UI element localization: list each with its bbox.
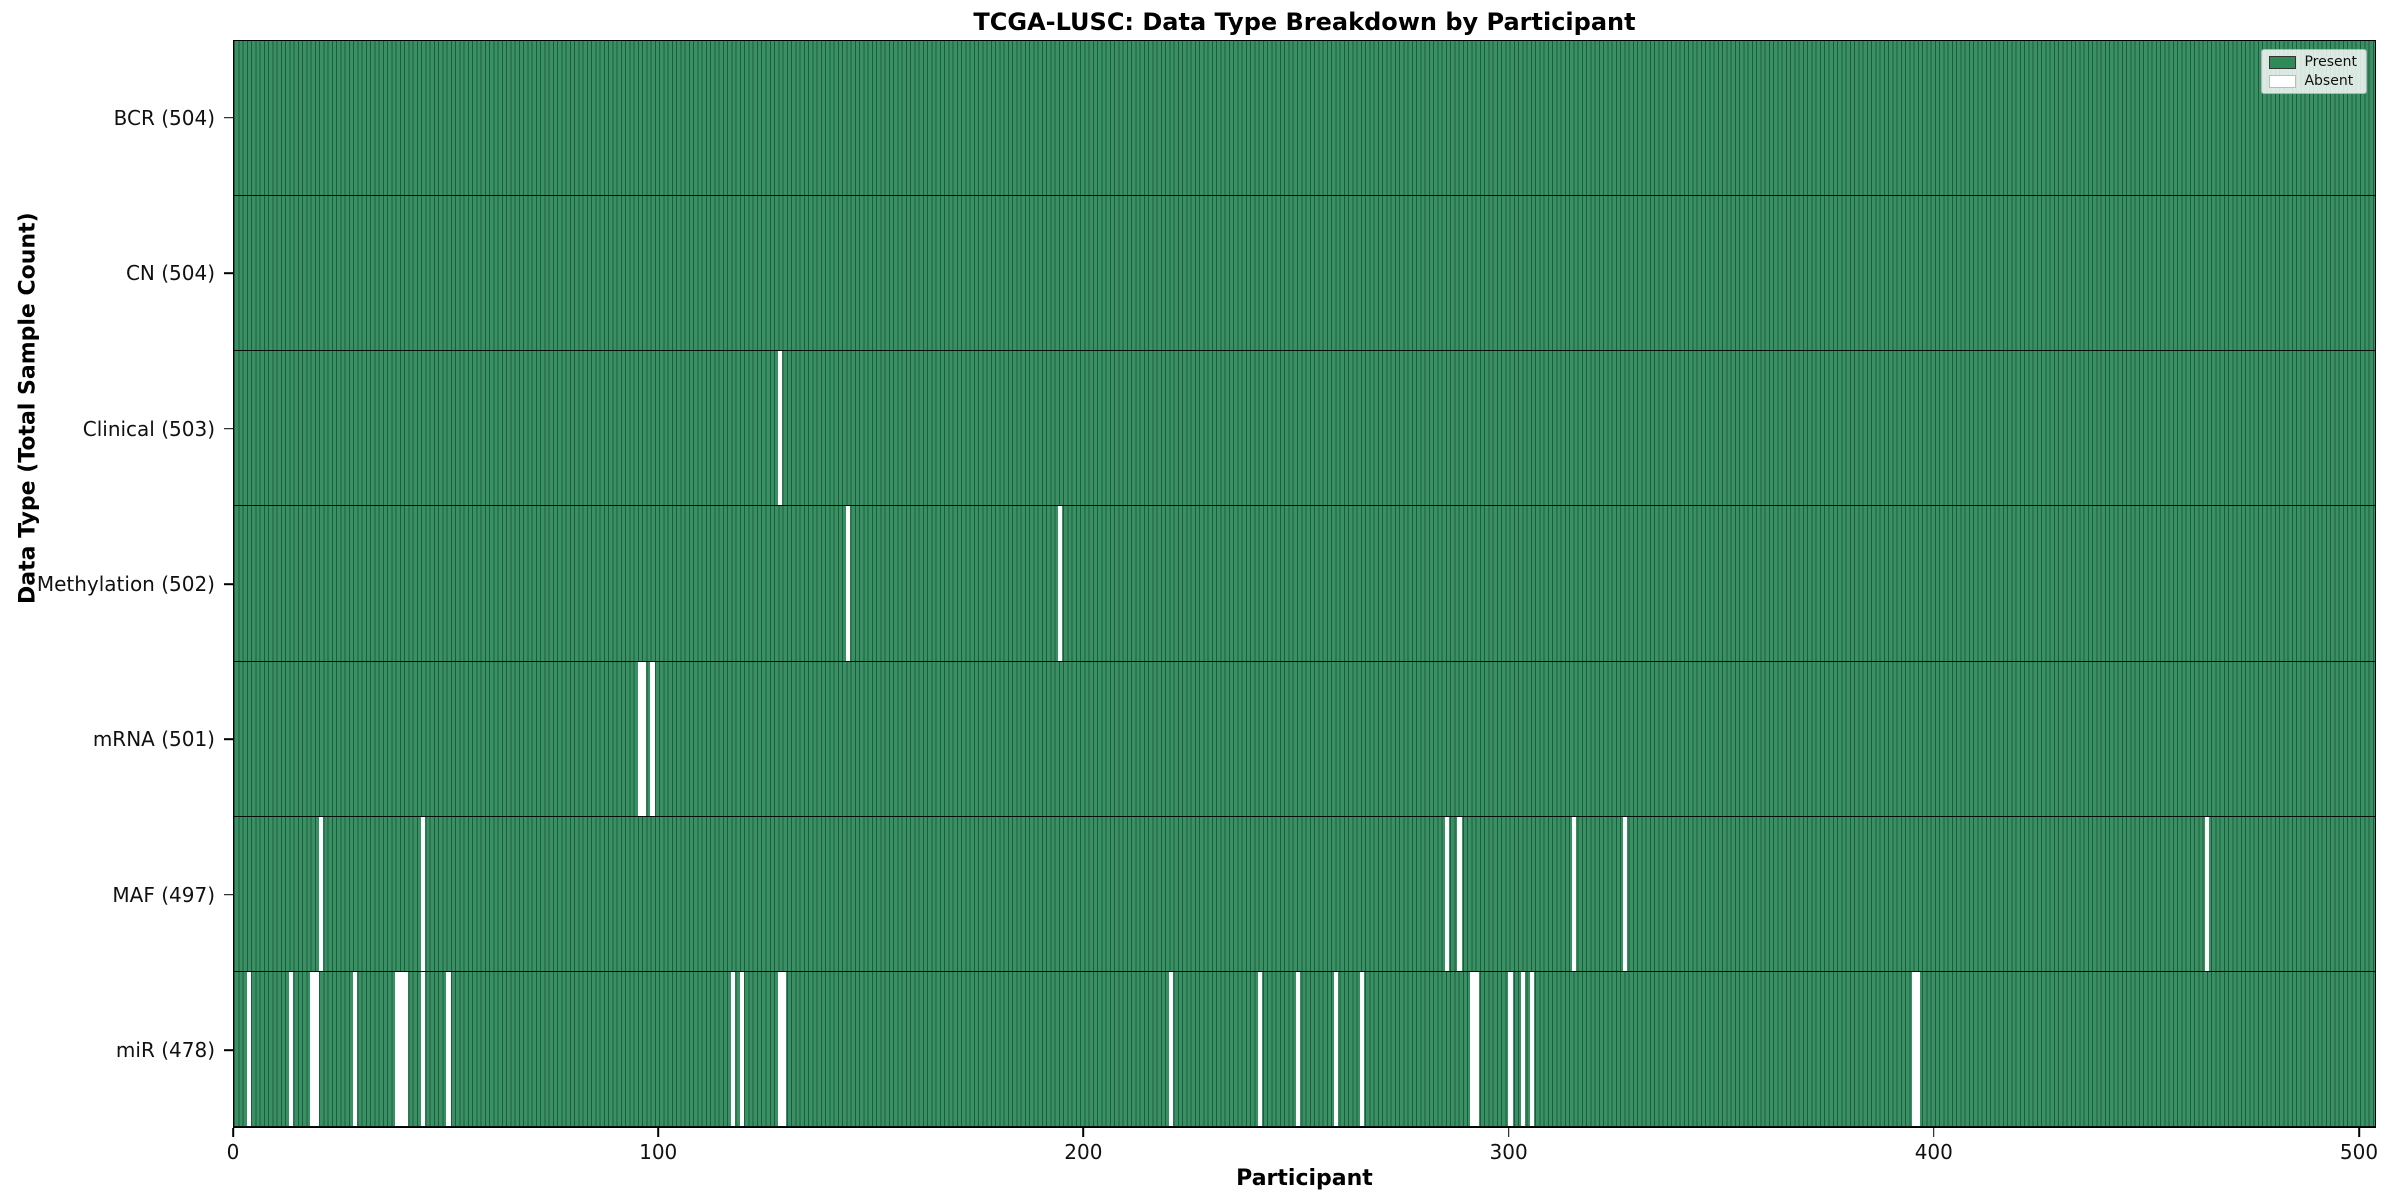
x-tick-label-300: 300 bbox=[1489, 1140, 1528, 1164]
plot-area: Present Absent bbox=[233, 40, 2376, 1128]
absent-bar bbox=[650, 661, 655, 816]
absent-bar bbox=[314, 971, 319, 1126]
absent-bar bbox=[845, 506, 850, 661]
absent-bar bbox=[1296, 971, 1301, 1126]
x-tick-mark bbox=[232, 1128, 234, 1137]
absent-bar bbox=[1058, 506, 1063, 661]
legend-label: Absent bbox=[2304, 73, 2354, 89]
absent-bar bbox=[352, 971, 358, 1126]
y-tick-mark bbox=[224, 738, 233, 741]
row-band-maf bbox=[234, 816, 2375, 972]
absent-bar bbox=[637, 661, 642, 816]
absent-bar bbox=[446, 971, 451, 1126]
absent-bar bbox=[1470, 971, 1475, 1126]
absent-bar bbox=[1623, 816, 1628, 971]
legend-entry-absent: Absent bbox=[2269, 74, 2357, 88]
chart-title: TCGA-LUSC: Data Type Breakdown by Partic… bbox=[973, 8, 1636, 36]
absent-bar bbox=[1529, 971, 1534, 1126]
row-band-mrna bbox=[234, 661, 2375, 817]
y-tick-mark bbox=[224, 1049, 233, 1052]
y-tick-mark bbox=[224, 583, 233, 585]
absent-bar bbox=[1521, 971, 1526, 1126]
legend-swatch-absent bbox=[2269, 74, 2297, 88]
row-band-cn bbox=[234, 196, 2375, 352]
absent-bar bbox=[403, 971, 409, 1126]
y-tick-label-mrna: mRNA (501) bbox=[92, 727, 215, 752]
x-tick-label-100: 100 bbox=[639, 1140, 678, 1164]
absent-bar bbox=[1168, 971, 1173, 1126]
x-tick-label-0: 0 bbox=[226, 1140, 240, 1164]
legend-label: Present bbox=[2304, 54, 2357, 70]
absent-bar bbox=[420, 971, 426, 1126]
y-tick-label-cn: CN (504) bbox=[125, 261, 215, 286]
legend-swatch-present bbox=[2269, 55, 2297, 69]
x-axis-label: Participant bbox=[1236, 1166, 1373, 1191]
x-tick-label-400: 400 bbox=[1914, 1140, 1953, 1164]
absent-bar bbox=[420, 816, 426, 971]
absent-bar bbox=[1257, 971, 1262, 1126]
absent-bar bbox=[399, 971, 404, 1126]
y-tick-label-maf: MAF (497) bbox=[112, 882, 215, 907]
y-tick-mark bbox=[224, 427, 233, 430]
legend: Present Absent bbox=[2261, 49, 2367, 94]
absent-bar bbox=[1359, 971, 1364, 1126]
absent-bar bbox=[1572, 816, 1577, 971]
y-tick-label-clinical: Clinical (503) bbox=[82, 416, 215, 441]
absent-bar bbox=[1911, 971, 1917, 1126]
absent-bar bbox=[1444, 816, 1449, 971]
absent-bar bbox=[641, 661, 647, 816]
row-band-bcr bbox=[234, 41, 2375, 197]
y-tick-mark bbox=[224, 116, 233, 119]
absent-bar bbox=[318, 816, 324, 971]
absent-bar bbox=[310, 971, 315, 1126]
absent-bar bbox=[1474, 971, 1479, 1126]
x-tick-mark bbox=[1082, 1128, 1085, 1137]
y-tick-label-methylation: Methylation (502) bbox=[36, 572, 215, 596]
absent-bar bbox=[246, 971, 251, 1126]
absent-bar bbox=[1916, 971, 1921, 1126]
absent-bar bbox=[777, 351, 782, 506]
x-tick-mark bbox=[1932, 1128, 1935, 1137]
x-tick-mark bbox=[1507, 1128, 1510, 1137]
absent-bar bbox=[1334, 971, 1339, 1126]
x-tick-mark bbox=[2358, 1128, 2360, 1137]
absent-bar bbox=[781, 971, 787, 1126]
row-band-methylation bbox=[234, 506, 2375, 662]
row-band-clinical bbox=[234, 351, 2375, 507]
x-tick-mark bbox=[657, 1128, 659, 1137]
legend-entry-present: Present bbox=[2269, 55, 2357, 69]
absent-bar bbox=[731, 971, 736, 1126]
y-tick-mark bbox=[224, 894, 233, 896]
y-tick-label-mir: miR (478) bbox=[115, 1038, 215, 1063]
absent-bar bbox=[1457, 816, 1462, 971]
x-tick-label-200: 200 bbox=[1064, 1140, 1103, 1164]
absent-bar bbox=[395, 971, 400, 1126]
absent-bar bbox=[777, 971, 782, 1126]
x-tick-label-500: 500 bbox=[2339, 1140, 2379, 1164]
y-tick-label-bcr: BCR (504) bbox=[113, 105, 215, 130]
absent-bar bbox=[289, 971, 294, 1126]
absent-bar bbox=[1508, 971, 1513, 1126]
row-band-mir bbox=[234, 971, 2375, 1127]
absent-bar bbox=[2205, 816, 2210, 971]
y-tick-mark bbox=[224, 272, 233, 274]
absent-bar bbox=[739, 971, 744, 1126]
